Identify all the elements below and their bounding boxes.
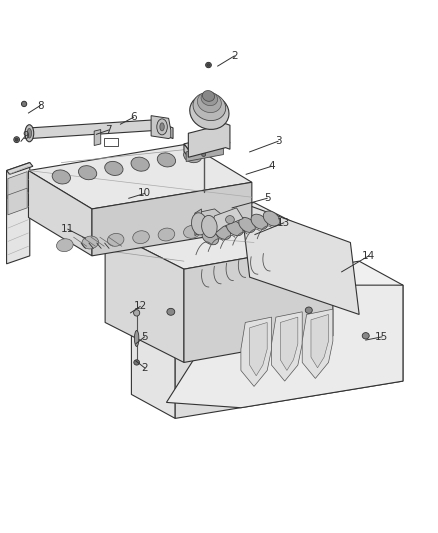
Ellipse shape — [226, 215, 234, 224]
Ellipse shape — [193, 93, 226, 120]
Text: 2: 2 — [231, 51, 238, 61]
Ellipse shape — [57, 239, 73, 252]
Ellipse shape — [78, 166, 97, 180]
Polygon shape — [302, 309, 333, 378]
Text: 9: 9 — [22, 131, 29, 141]
Polygon shape — [7, 163, 30, 264]
Polygon shape — [94, 130, 101, 146]
Text: 5: 5 — [264, 193, 271, 203]
Polygon shape — [184, 243, 333, 362]
Ellipse shape — [158, 228, 175, 241]
Text: 11: 11 — [61, 224, 74, 234]
Ellipse shape — [263, 211, 280, 226]
Ellipse shape — [201, 92, 218, 106]
Polygon shape — [280, 317, 298, 370]
Text: 3: 3 — [275, 136, 282, 146]
Polygon shape — [195, 209, 201, 236]
Ellipse shape — [190, 94, 229, 130]
Ellipse shape — [184, 225, 200, 238]
Polygon shape — [175, 285, 403, 418]
Ellipse shape — [207, 64, 210, 66]
Polygon shape — [188, 124, 230, 157]
Polygon shape — [131, 298, 175, 418]
Text: 13: 13 — [277, 218, 290, 228]
Text: 6: 6 — [130, 112, 137, 122]
Polygon shape — [311, 314, 328, 368]
Ellipse shape — [134, 310, 140, 316]
Text: 4: 4 — [268, 161, 275, 171]
Ellipse shape — [27, 128, 32, 138]
Ellipse shape — [21, 101, 27, 107]
Ellipse shape — [14, 137, 19, 142]
Ellipse shape — [25, 125, 34, 142]
Polygon shape — [8, 188, 27, 215]
Text: 10: 10 — [138, 189, 151, 198]
Ellipse shape — [226, 221, 243, 236]
Polygon shape — [29, 120, 173, 139]
Polygon shape — [195, 209, 223, 220]
Ellipse shape — [105, 161, 123, 175]
Ellipse shape — [201, 215, 217, 238]
Ellipse shape — [362, 333, 369, 339]
Ellipse shape — [239, 217, 255, 232]
Ellipse shape — [134, 330, 139, 346]
Text: 14: 14 — [362, 251, 375, 261]
Text: 8: 8 — [37, 101, 44, 110]
Ellipse shape — [184, 149, 202, 163]
Ellipse shape — [167, 308, 175, 315]
Text: 15: 15 — [375, 332, 389, 342]
Polygon shape — [186, 145, 223, 161]
Ellipse shape — [202, 91, 215, 101]
Ellipse shape — [157, 119, 167, 135]
Ellipse shape — [131, 157, 149, 171]
Ellipse shape — [191, 213, 207, 235]
Ellipse shape — [160, 123, 164, 131]
Ellipse shape — [82, 236, 99, 249]
Ellipse shape — [305, 307, 312, 313]
Ellipse shape — [107, 233, 124, 246]
Polygon shape — [166, 285, 403, 408]
Text: 5: 5 — [141, 332, 148, 342]
Polygon shape — [8, 172, 27, 199]
Polygon shape — [105, 229, 184, 362]
Polygon shape — [92, 182, 252, 256]
Polygon shape — [131, 261, 403, 322]
Polygon shape — [104, 138, 118, 146]
Polygon shape — [28, 144, 252, 209]
Ellipse shape — [198, 92, 221, 112]
Text: 7: 7 — [105, 125, 112, 135]
Polygon shape — [184, 134, 230, 152]
Polygon shape — [210, 208, 243, 232]
Text: 2: 2 — [141, 363, 148, 373]
Polygon shape — [184, 144, 191, 160]
Polygon shape — [241, 317, 272, 386]
Polygon shape — [7, 163, 33, 174]
Ellipse shape — [214, 224, 231, 239]
Ellipse shape — [15, 138, 18, 141]
Polygon shape — [28, 171, 92, 256]
Ellipse shape — [251, 214, 268, 229]
Ellipse shape — [201, 152, 206, 157]
Polygon shape — [272, 312, 302, 381]
Text: 12: 12 — [134, 302, 147, 311]
Ellipse shape — [206, 62, 211, 68]
Polygon shape — [250, 322, 267, 376]
Ellipse shape — [202, 230, 219, 245]
Polygon shape — [241, 203, 359, 314]
Ellipse shape — [157, 153, 176, 167]
Polygon shape — [151, 116, 171, 139]
Polygon shape — [105, 203, 333, 269]
Ellipse shape — [52, 170, 71, 184]
Ellipse shape — [133, 231, 149, 244]
Ellipse shape — [134, 360, 140, 365]
